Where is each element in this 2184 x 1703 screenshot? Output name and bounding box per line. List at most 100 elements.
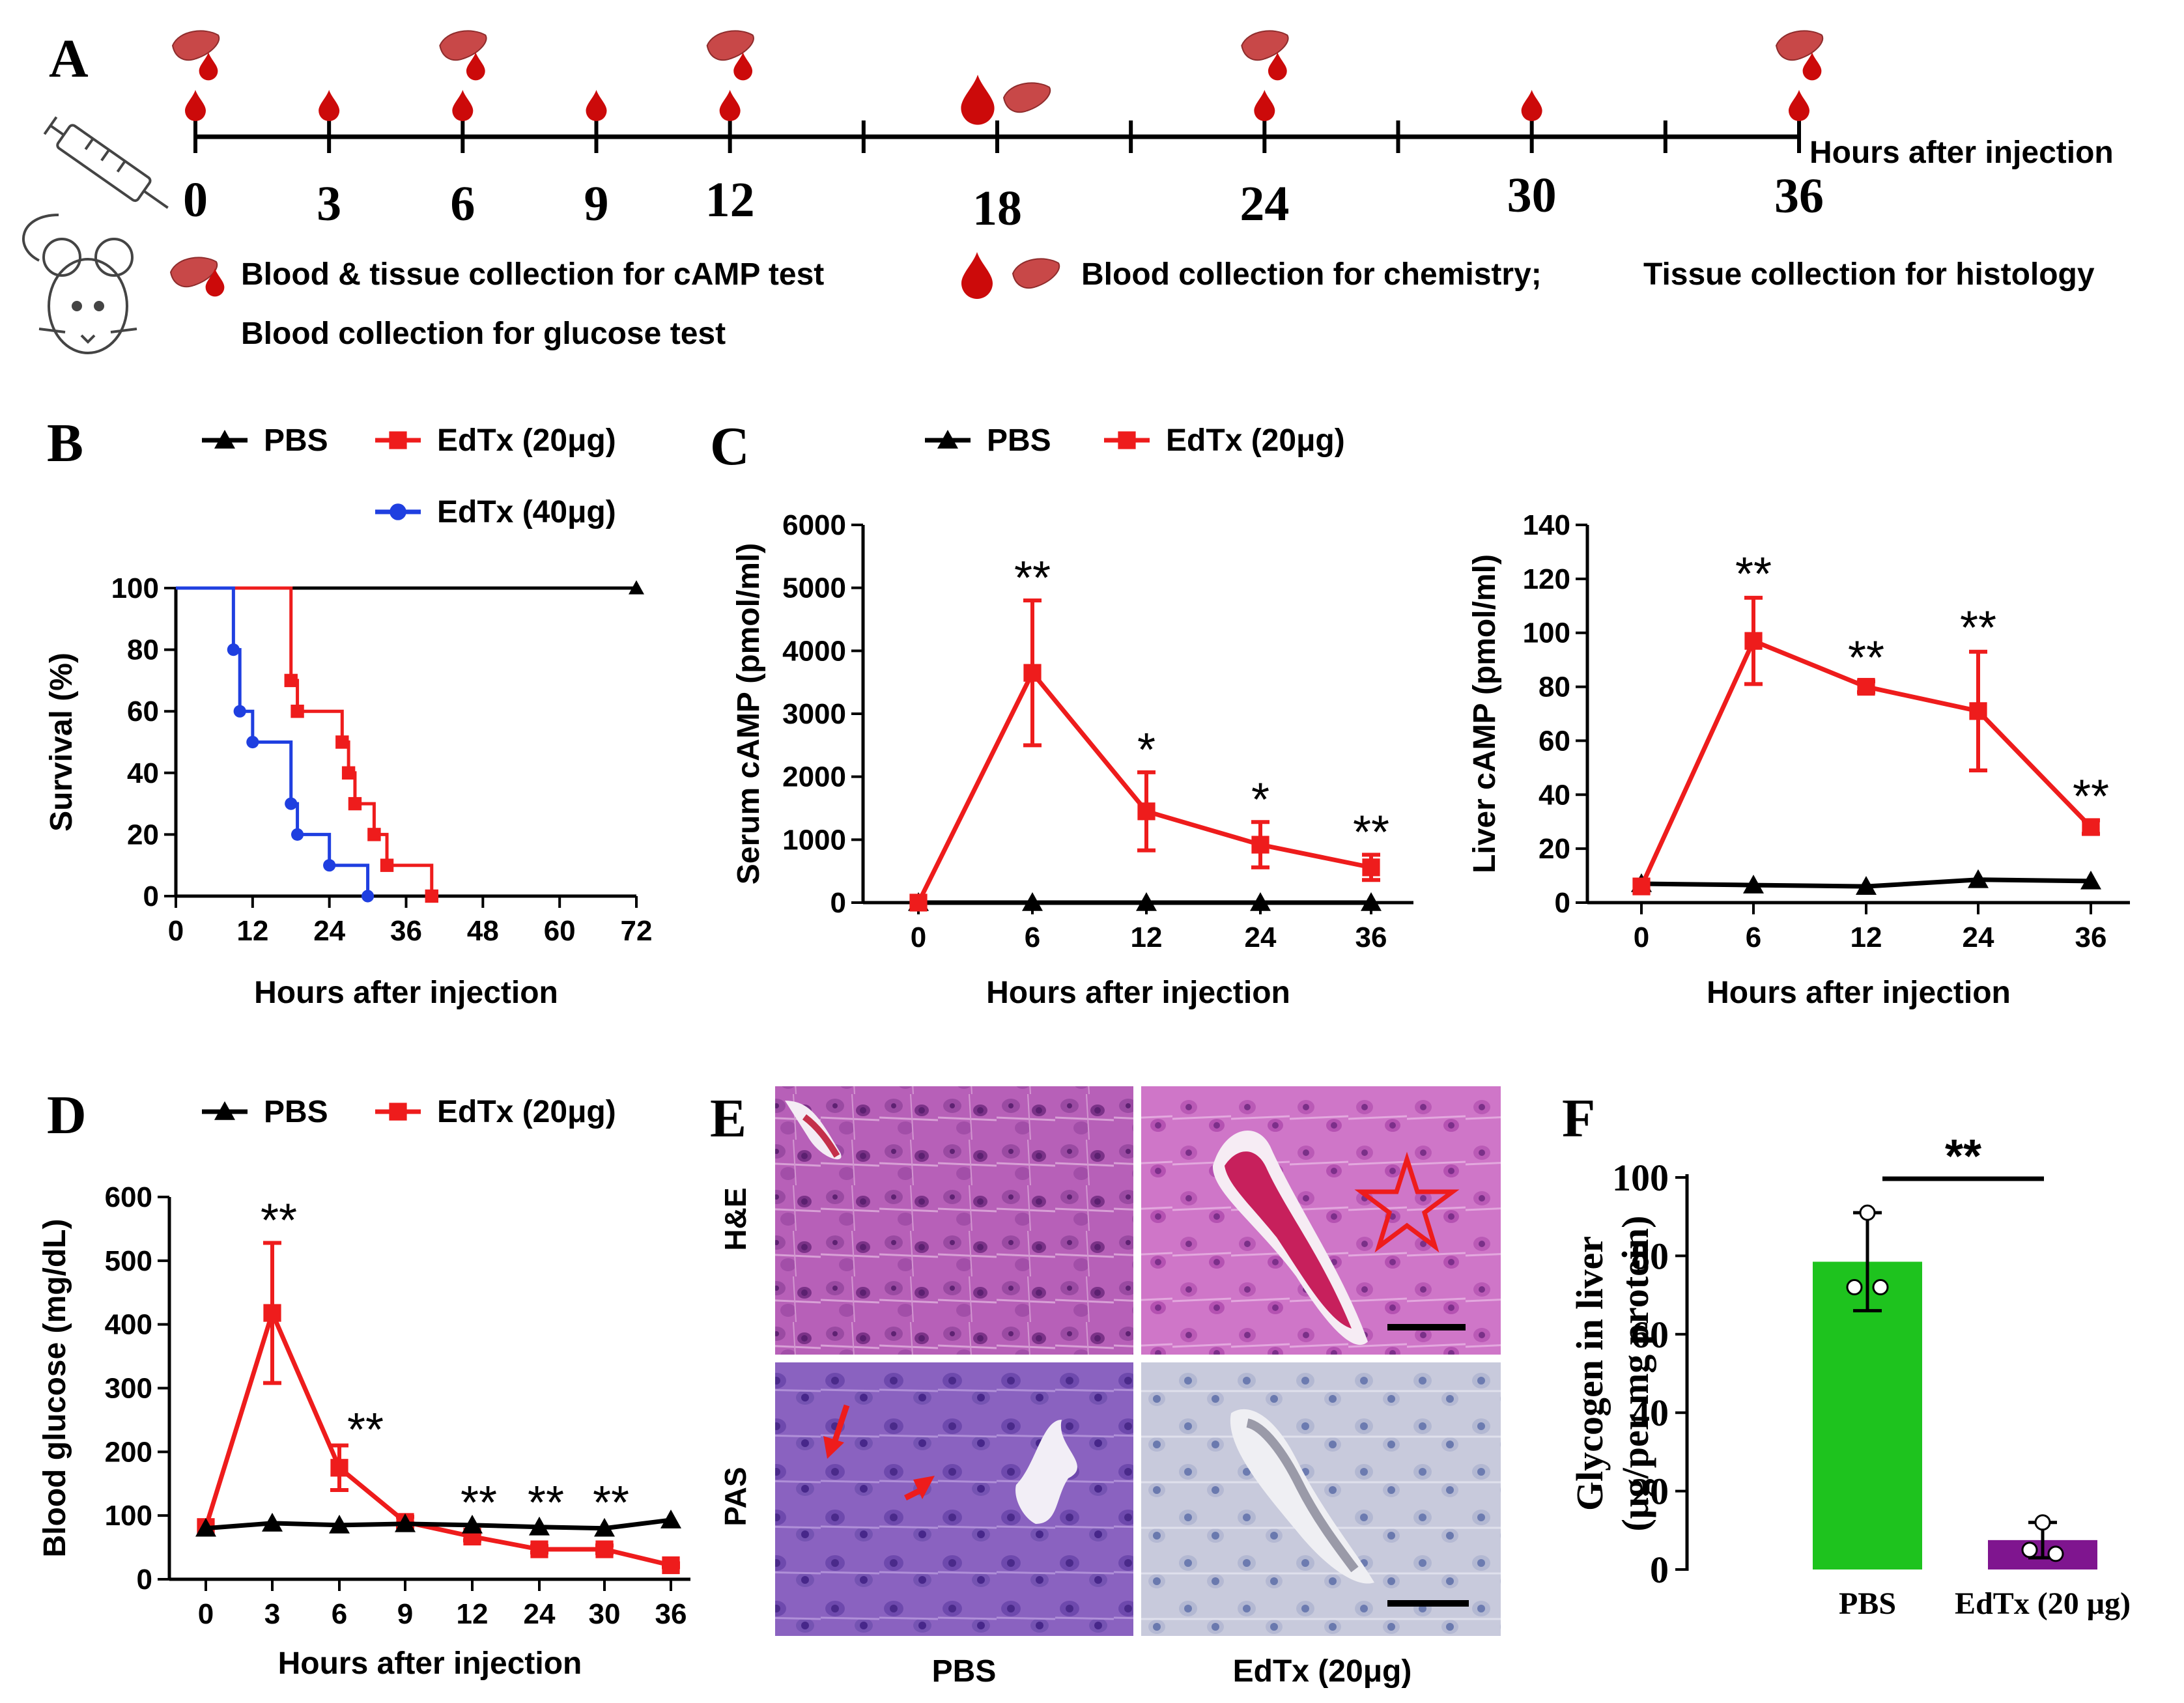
marker-square (1632, 877, 1651, 895)
blood-drop-icon (719, 90, 741, 121)
mouse-icon (22, 214, 137, 354)
y-tick-label: 5000 (782, 572, 846, 604)
marker-square (1137, 802, 1156, 821)
y-tick-label: 6000 (782, 509, 846, 541)
significance-annotation: ** (1848, 632, 1884, 684)
panel-c: C PBS EdTx (20μg) 01000200030004000500060… (710, 416, 2130, 1010)
marker-square (389, 431, 407, 449)
marker-square (263, 1304, 281, 1322)
y-tick-label: 200 (105, 1436, 152, 1468)
legend-label: PBS (264, 1095, 328, 1129)
marker-square (1969, 702, 1987, 720)
panel-letter-f: F (1562, 1088, 1595, 1149)
x-tick-label: 36 (1355, 922, 1387, 953)
legend-label: PBS (987, 423, 1051, 458)
marker-triangle (1136, 892, 1157, 911)
blood-drop-icon (452, 90, 474, 121)
data-point (2034, 1514, 2051, 1531)
marker-triangle (1968, 869, 1989, 888)
y-tick-label: 20 (1631, 1471, 1669, 1513)
row-label-he: H&E (718, 1187, 752, 1250)
x-axis-label: Hours after injection (1707, 976, 2011, 1010)
marker-square (1362, 858, 1380, 877)
y-tick-label: 20 (127, 819, 159, 851)
data-point (1846, 1279, 1863, 1296)
x-tick-label: 12 (1851, 922, 1882, 953)
marker-square (1857, 677, 1875, 696)
y-axis-label: Blood glucose (mg/dL) (38, 1219, 72, 1558)
blood-drop-icon (1789, 90, 1809, 121)
edtx-line (203, 1310, 672, 1568)
data-point (2047, 1545, 2064, 1562)
significance-annotation: * (1137, 724, 1156, 776)
marker-triangle (1856, 876, 1877, 895)
blood-drop-icon (199, 52, 218, 81)
marker-circle (291, 828, 304, 841)
x-category-label: EdTx (20 μg) (1955, 1586, 2131, 1621)
liver-icon (171, 30, 220, 61)
marker-triangle (214, 430, 235, 449)
legend-label: PBS (264, 423, 328, 458)
x-tick-label: 24 (1963, 922, 1994, 953)
y-tick-label: 0 (143, 880, 159, 912)
marker-triangle (2080, 870, 2101, 890)
timepoint-label: 0 (183, 173, 208, 227)
significance-annotation: ** (1014, 552, 1051, 604)
glycogen-arrow-icon (823, 1404, 850, 1459)
timepoint-label: 24 (1240, 176, 1289, 231)
blood-drop-icon (586, 90, 607, 121)
significance-annotation: ** (1945, 1131, 1981, 1183)
blood-drop-icon (205, 268, 225, 297)
legend-d: PBS EdTx (20μg) (202, 1095, 616, 1129)
marker-square (1251, 836, 1269, 854)
x-tick-label: 36 (655, 1598, 687, 1630)
timepoint-label: 9 (584, 176, 609, 231)
x-tick-label: 6 (1025, 922, 1040, 953)
significance-annotation: ** (261, 1194, 297, 1246)
marker-square (595, 1540, 614, 1558)
serum-camp-chart: 0 1000 2000 3000 4000 5000 6000 0 6 12 24 36 Serum c… (731, 509, 1413, 1010)
marker-square (2082, 818, 2100, 836)
x-axis-label: Hours after injection (986, 976, 1290, 1010)
y-axis-label: Survival (%) (44, 653, 79, 832)
panel-letter-b: B (47, 413, 83, 473)
y-tick-label: 80 (1631, 1235, 1669, 1277)
x-tick-label: 12 (236, 915, 268, 947)
he-pbs-rbc (802, 1114, 840, 1158)
timepoint-label: 36 (1774, 169, 1824, 223)
marker-triangle (262, 1512, 283, 1532)
marker-square (367, 828, 381, 841)
blood-drop-icon (733, 52, 753, 81)
x-axis-label: Hours after injection (278, 1646, 582, 1681)
blood-drop-icon (961, 252, 993, 299)
marker-square (1023, 664, 1042, 682)
y-tick-label: 80 (1539, 671, 1570, 703)
y-tick-label: 4000 (782, 635, 846, 667)
marker-square (330, 1459, 348, 1477)
blood-drop-icon (466, 52, 485, 81)
x-tick-label: 36 (2075, 922, 2107, 953)
x-tick-label: 0 (911, 922, 926, 953)
significance-annotation: ** (1735, 548, 1772, 600)
significance-annotation: ** (528, 1477, 564, 1529)
x-tick-label: 36 (390, 915, 422, 947)
he-pbs-micrograph (775, 1086, 1133, 1355)
significance-annotation: ** (2073, 771, 2109, 823)
y-tick-label: 1000 (782, 824, 846, 856)
y-tick-label: 140 (1523, 509, 1570, 541)
significance-annotation: ** (1960, 602, 1996, 654)
marker-triangle (629, 580, 644, 595)
x-tick-label: 12 (1131, 922, 1163, 953)
panel-letter-e: E (710, 1088, 746, 1149)
x-tick-label: 60 (544, 915, 576, 947)
legend-camp-collection: Blood & tissue collection for cAMP test (241, 257, 824, 292)
marker-circle (227, 643, 240, 656)
marker-square (425, 889, 438, 903)
y-tick-label: 400 (105, 1309, 152, 1341)
x-tick-label: 9 (397, 1598, 413, 1630)
marker-square (291, 705, 304, 718)
pas-pbs-micrograph (775, 1362, 1133, 1636)
y-axis-label: Liver cAMP (pmol/ml) (1468, 554, 1502, 873)
legend-label: EdTx (20μg) (437, 423, 616, 458)
